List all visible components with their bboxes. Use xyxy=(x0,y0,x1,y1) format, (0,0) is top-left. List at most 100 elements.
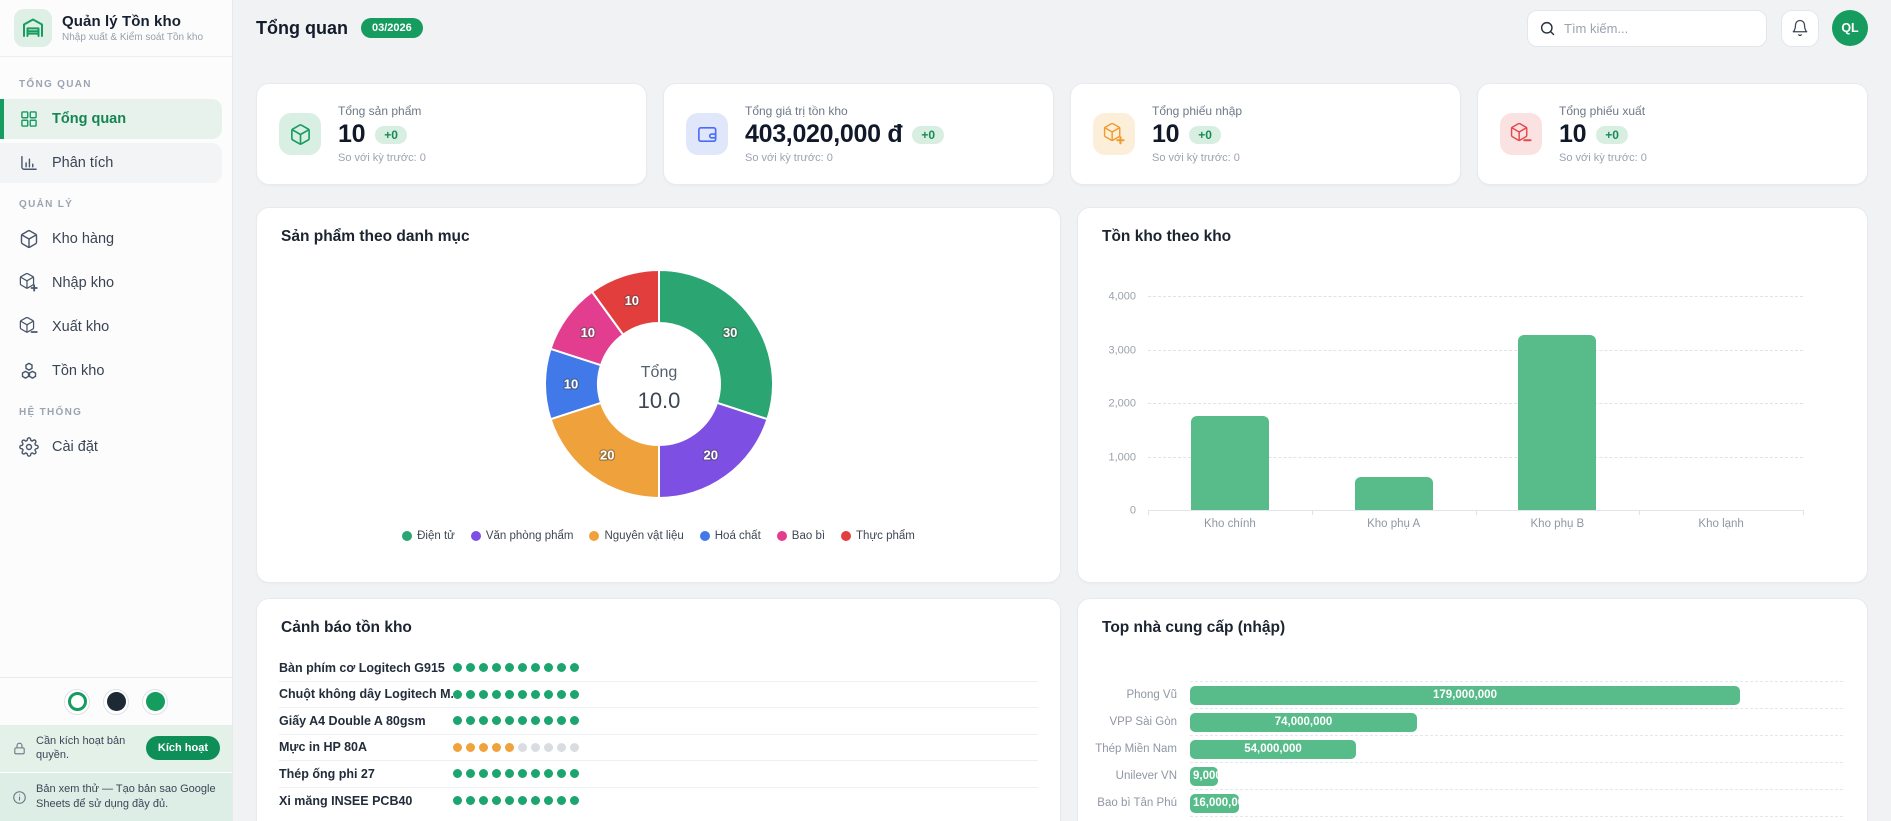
donut-card-title: Sản phẩm theo danh mục xyxy=(281,228,470,245)
cubes-icon xyxy=(19,361,39,381)
nav-section-label: QUẢN LÝ xyxy=(19,199,74,210)
donut-slice-value: 30 xyxy=(722,325,736,340)
alerts-card-title: Cảnh báo tồn kho xyxy=(281,619,412,636)
supplier-row: Phong Vũ 179,000,000 xyxy=(1102,681,1843,708)
info-icon xyxy=(12,790,27,805)
supplier-bar-track: 54,000,000 xyxy=(1190,735,1843,762)
stock-dot xyxy=(518,769,527,779)
bottom-row: Cảnh báo tồn kho Bàn phím cơ Logitech G9… xyxy=(256,598,1868,821)
supplier-name: Thép Miền Nam xyxy=(1095,742,1177,755)
activate-button[interactable]: Kích hoạt xyxy=(145,736,220,761)
stock-dot xyxy=(544,769,553,779)
stock-dot xyxy=(557,742,566,752)
stock-dot xyxy=(505,796,514,806)
supplier-bar-track xyxy=(1190,816,1843,821)
stat-label: Tổng phiếu nhập xyxy=(1152,104,1243,118)
stock-dot xyxy=(466,769,475,779)
stat-label: Tổng sản phẩm xyxy=(338,104,422,118)
theme-dot-light[interactable] xyxy=(64,688,90,715)
warehouse-logo-icon xyxy=(14,9,52,47)
topbar: Tổng quan 03/2026 QL xyxy=(256,0,1868,56)
stat-card-tong-phieu-xuat: Tổng phiếu xuất 10 +0 So với kỳ trước: 0 xyxy=(1477,83,1868,185)
stock-dot xyxy=(505,689,514,699)
donut-slice-van-phong-pham[interactable] xyxy=(657,401,768,499)
stock-dot xyxy=(505,716,514,726)
sidebar-item-label: Tổng quan xyxy=(52,111,127,127)
stock-dot xyxy=(570,689,579,699)
supplier-bar-bao-bi-tan-phu[interactable]: 16,000,000 xyxy=(1190,793,1239,813)
stat-label: Tổng giá trị tồn kho xyxy=(745,104,848,118)
box-plus-icon xyxy=(1093,113,1135,155)
stock-level-dots xyxy=(453,716,579,726)
app-brand: Quản lý Tồn kho Nhập xuất & Kiểm soát Tồ… xyxy=(0,0,232,57)
search-box[interactable] xyxy=(1527,9,1767,47)
stock-dot xyxy=(544,716,553,726)
supplier-bar-vpp-sai-gon[interactable]: 74,000,000 xyxy=(1190,712,1417,732)
legend-item-nguyen-vat-lieu[interactable]: Nguyên vật liệu xyxy=(589,530,684,542)
donut-slice-value: 20 xyxy=(600,448,614,463)
donut-slice-nguyen-vat-lieu[interactable] xyxy=(549,401,660,499)
stock-dot xyxy=(570,769,579,779)
theme-dot-dark[interactable] xyxy=(103,688,129,715)
bar-kho-phu-a[interactable] xyxy=(1354,476,1433,510)
stat-compare-text: So với kỳ trước: 0 xyxy=(1559,152,1647,164)
stock-dot xyxy=(544,796,553,806)
supplier-name: Unilever VN xyxy=(1115,769,1177,782)
sidebar-item-kho-hang[interactable]: Kho hàng xyxy=(0,219,222,259)
stat-label: Tổng phiếu xuất xyxy=(1559,104,1646,118)
bar-kho-chinh[interactable] xyxy=(1190,416,1269,510)
stat-delta-badge: +0 xyxy=(912,125,945,144)
sidebar-nav: TỔNG QUAN Tổng quan Phân tích QUẢN LÝ Kho hà… xyxy=(0,57,232,483)
legend-item-thuc-pham[interactable]: Thực phẩm xyxy=(841,530,915,542)
stock-dot xyxy=(518,689,527,699)
stock-dot xyxy=(466,742,475,752)
legend-item-van-phong-pham[interactable]: Văn phòng phẩm xyxy=(470,530,573,542)
sidebar-item-xuat-kho[interactable]: Xuất kho xyxy=(0,307,222,347)
sidebar-item-label: Phân tích xyxy=(52,155,114,171)
lock-icon xyxy=(12,741,27,756)
supplier-name: Bao bì Tân Phú xyxy=(1097,796,1177,809)
bell-icon xyxy=(1792,19,1808,37)
nav-section: HỆ THỐNG Cài đặt xyxy=(0,407,232,467)
bar-kho-phu-b[interactable] xyxy=(1518,335,1597,510)
donut-slice-thuc-pham[interactable] xyxy=(590,269,660,336)
sidebar-item-ton-kho[interactable]: Tồn kho xyxy=(0,351,222,391)
sidebar-item-label: Kho hàng xyxy=(52,231,115,247)
sidebar-item-phan-tich[interactable]: Phân tích xyxy=(0,143,222,183)
supplier-bar-track: 16,000,000 xyxy=(1190,789,1843,816)
stock-dot xyxy=(492,689,501,699)
supplier-bar-unilever-vn[interactable]: 9,000,000 xyxy=(1190,766,1218,786)
supplier-bar-thep-mien-nam[interactable]: 54,000,000 xyxy=(1190,739,1356,759)
legend-item-ien-tu[interactable]: Điện tử xyxy=(402,530,455,542)
donut-slice-ien-tu[interactable] xyxy=(657,269,774,421)
search-input[interactable] xyxy=(1564,20,1755,36)
sidebar-item-cai-at[interactable]: Cài đặt xyxy=(0,427,222,467)
supplier-bar-phong-vu[interactable]: 179,000,000 xyxy=(1190,685,1740,705)
stock-dot xyxy=(466,716,475,726)
supplier-row: VL XD Bùi Phát xyxy=(1102,816,1843,821)
x-axis-label: Kho phụ A xyxy=(1367,518,1421,530)
suppliers-card: Top nhà cung cấp (nhập) Phong Vũ 179,000,… xyxy=(1077,598,1868,821)
search-icon xyxy=(1540,21,1555,35)
gridline: 1,000 xyxy=(1108,451,1803,463)
legend-item-hoa-chat[interactable]: Hoá chất xyxy=(699,530,761,542)
sidebar-item-nhap-kho[interactable]: Nhập kho xyxy=(0,263,222,303)
gridline: 3,000 xyxy=(1108,344,1803,356)
main-content: Tổng quan 03/2026 QL Tổng sản phẩm 10 +0 So… xyxy=(233,0,1891,821)
notifications-button[interactable] xyxy=(1781,9,1819,47)
app-subtitle: Nhập xuất & Kiểm soát Tồn kho xyxy=(62,32,204,43)
box-minus-icon xyxy=(19,317,39,337)
stock-dot xyxy=(492,663,501,673)
theme-dot-green[interactable] xyxy=(142,688,168,715)
category-donut-card: Sản phẩm theo danh mục 30 20 20 10 10 10 Tổng 1… xyxy=(256,207,1061,583)
stock-dot xyxy=(466,663,475,673)
box-icon xyxy=(19,229,39,249)
nav-section-label: TỔNG QUAN xyxy=(19,79,92,90)
legend-item-bao-bi[interactable]: Bao bì xyxy=(776,530,825,542)
supplier-bar-track: 74,000,000 xyxy=(1190,708,1843,735)
avatar[interactable]: QL xyxy=(1832,10,1868,46)
stock-dot xyxy=(557,716,566,726)
stat-compare-text: So với kỳ trước: 0 xyxy=(745,152,833,164)
sidebar-item-tong-quan[interactable]: Tổng quan xyxy=(0,99,222,139)
supplier-bar-value: 54,000,000 xyxy=(1244,743,1302,755)
